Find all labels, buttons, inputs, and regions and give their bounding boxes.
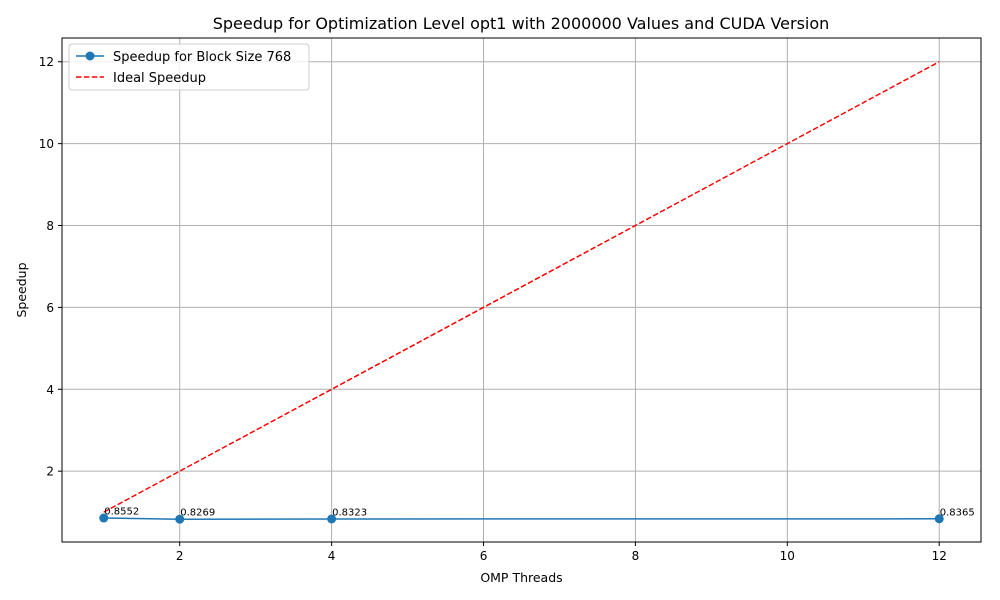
plot-frame — [61, 37, 982, 543]
chart-title: Speedup for Optimization Level opt1 with… — [213, 14, 830, 33]
legend: Speedup for Block Size 768 Ideal Speedup — [68, 43, 310, 91]
x-tick-label: 10 — [780, 549, 795, 563]
y-tick-label: 6 — [46, 301, 54, 315]
x-axis-label: OMP Threads — [480, 570, 562, 585]
y-axis-label: Speedup — [14, 262, 29, 317]
legend-box — [68, 43, 310, 91]
y-tick-label: 4 — [46, 383, 54, 397]
y-tick-label: 10 — [39, 137, 54, 151]
x-tick-label: 4 — [328, 549, 336, 563]
data-point-block-size-768 — [327, 514, 337, 524]
grid — [62, 38, 981, 542]
data-point-block-size-768 — [99, 513, 109, 523]
legend-label-block-size-768: Speedup for Block Size 768 — [113, 50, 291, 65]
x-tick-label: 6 — [480, 549, 488, 563]
y-tick-label: 12 — [39, 55, 54, 69]
data-label: 0.8552 — [104, 507, 139, 518]
series-line-ideal-speedup — [103, 61, 940, 513]
x-tick-label: 12 — [932, 549, 947, 563]
legend-label-ideal-speedup: Ideal Speedup — [113, 71, 206, 86]
data-point-block-size-768 — [934, 514, 944, 524]
series-line-block-size-768 — [103, 517, 940, 520]
y-tick-label: 8 — [46, 219, 54, 233]
series: 0.8552 0.8269 0.8323 0.8365 — [99, 61, 975, 524]
data-label: 0.8365 — [940, 507, 975, 518]
legend-marker-block-size-768 — [85, 51, 95, 61]
x-tick-label: 2 — [176, 549, 184, 563]
y-tick-label: 2 — [46, 465, 54, 479]
x-tick-label: 8 — [632, 549, 640, 563]
ticks: 2 4 6 8 10 12 2 4 6 8 10 12 — [39, 55, 947, 563]
data-label: 0.8323 — [332, 507, 367, 518]
data-point-block-size-768 — [175, 514, 185, 524]
data-label: 0.8269 — [180, 508, 215, 519]
